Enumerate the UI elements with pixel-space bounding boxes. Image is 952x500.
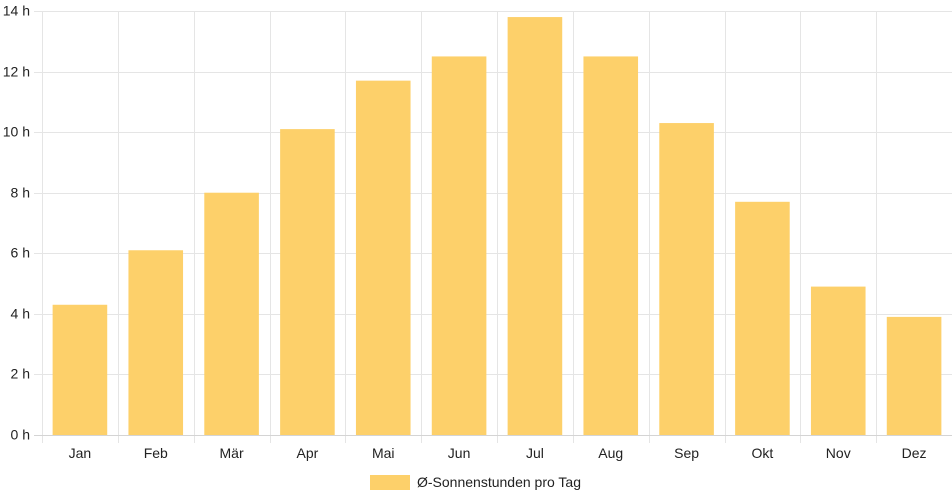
x-tick-label: Apr — [297, 445, 319, 461]
legend-label: Ø-Sonnenstunden pro Tag — [417, 474, 581, 490]
bar-sep[interactable] — [659, 123, 714, 436]
bar-okt[interactable] — [735, 201, 790, 435]
bar-mär[interactable] — [204, 192, 259, 435]
bar-apr[interactable] — [280, 129, 335, 435]
x-tick-label: Aug — [598, 445, 623, 461]
legend[interactable]: Ø-Sonnenstunden pro Tag — [370, 474, 581, 490]
x-tick-label: Dez — [902, 445, 927, 461]
y-tick-label: 4 h — [11, 306, 30, 322]
legend-swatch — [370, 475, 410, 490]
axes: 0 h 2 h 4 h 6 h 8 h 10 h 12 h 14 h Jan Feb Mär Apr M… — [3, 3, 952, 461]
x-tick-label: Jan — [69, 445, 92, 461]
x-tick-label: Mai — [372, 445, 395, 461]
bar-jan[interactable] — [52, 304, 108, 435]
bar-jul[interactable] — [507, 17, 563, 436]
x-tick-label: Jul — [526, 445, 544, 461]
y-tick-label: 6 h — [11, 245, 30, 261]
bars — [52, 17, 942, 436]
grid — [34, 11, 952, 443]
x-tick-label: Okt — [752, 445, 774, 461]
bar-jun[interactable] — [431, 56, 487, 436]
y-tick-label: 14 h — [3, 3, 30, 19]
x-tick-label: Nov — [826, 445, 851, 461]
bar-mai[interactable] — [355, 80, 411, 436]
y-tick-label: 12 h — [3, 64, 30, 80]
bar-feb[interactable] — [128, 250, 184, 435]
y-tick-label: 8 h — [11, 185, 30, 201]
y-tick-label: 10 h — [3, 124, 30, 140]
x-tick-label: Feb — [144, 445, 168, 461]
bar-nov[interactable] — [810, 286, 866, 435]
y-tick-label: 2 h — [11, 366, 30, 382]
y-tick-label: 0 h — [11, 427, 30, 443]
x-tick-label: Jun — [448, 445, 471, 461]
bar-dez[interactable] — [886, 316, 942, 435]
bar-aug[interactable] — [583, 56, 639, 436]
x-tick-label: Mär — [220, 445, 244, 461]
x-tick-label: Sep — [674, 445, 699, 461]
